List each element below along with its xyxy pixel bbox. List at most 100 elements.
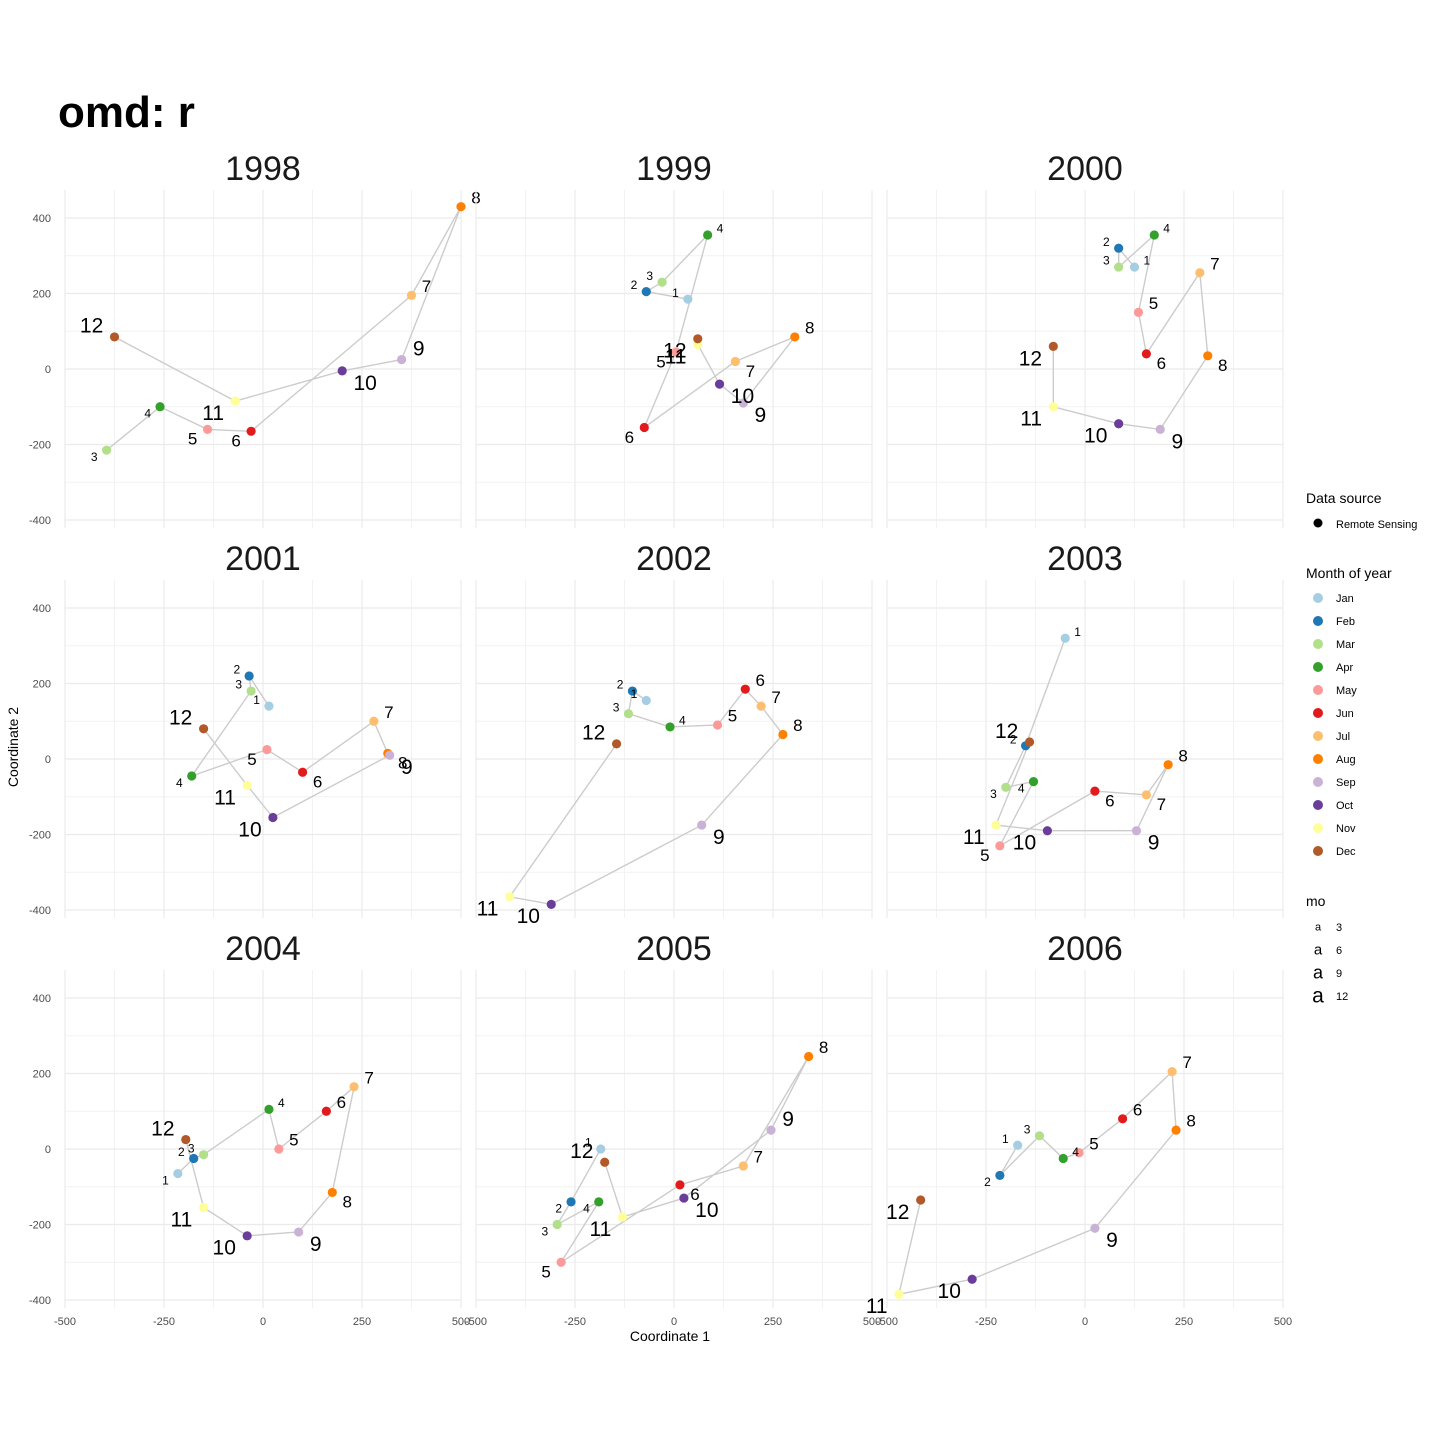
point-month-6 [740, 684, 750, 694]
point-label: 3 [1103, 254, 1110, 268]
y-tick-label: -200 [29, 830, 51, 842]
point-label: 9 [782, 1108, 794, 1131]
y-tick-label: -200 [29, 1220, 51, 1232]
y-tick-label: 0 [45, 364, 51, 376]
point-label: 12 [80, 315, 103, 338]
x-tick-label: 250 [353, 1316, 371, 1328]
y-axis-title: Coordinate 2 [5, 707, 21, 787]
point-month-4 [187, 771, 197, 781]
point-label: 4 [278, 1096, 285, 1110]
point-label: 10 [213, 1237, 236, 1260]
point-month-6 [321, 1106, 331, 1116]
point-month-8 [804, 1051, 814, 1062]
point-month-9 [294, 1227, 304, 1237]
y-tick-label: 200 [33, 1069, 51, 1081]
y-tick-label: 400 [33, 603, 51, 615]
legend-label-source: Remote Sensing [1336, 519, 1417, 531]
legend-title-mo: mo [1306, 893, 1326, 909]
point-month-10 [337, 366, 347, 376]
gridlines [886, 580, 1284, 918]
point-month-10 [546, 899, 556, 909]
y-tick-label: 0 [45, 1144, 51, 1156]
x-tick-label: 250 [764, 1316, 782, 1328]
point-month-6 [246, 426, 256, 436]
point-month-9 [697, 820, 707, 830]
point-label: 6 [231, 432, 240, 451]
point-label: 5 [728, 707, 737, 726]
point-label: 8 [793, 716, 802, 735]
legend-key-aug [1313, 754, 1323, 764]
point-month-9 [397, 354, 407, 365]
point-label: 6 [313, 773, 322, 792]
point-month-8 [327, 1187, 337, 1198]
legend-label-month: Mar [1336, 639, 1355, 651]
point-label: 12 [151, 1117, 174, 1140]
point-month-11 [230, 396, 240, 406]
legend-key-sep [1313, 777, 1323, 787]
point-label: 6 [337, 1093, 346, 1112]
point-month-10 [242, 1231, 252, 1241]
point-month-4 [155, 402, 165, 412]
panel-title: 2004 [225, 930, 301, 968]
y-tick-label: -400 [29, 1295, 51, 1307]
legend-key-jun [1313, 708, 1323, 718]
point-month-8 [1163, 760, 1173, 770]
point-label: 10 [1084, 425, 1107, 448]
series-path [994, 637, 1169, 848]
y-tick-label: -400 [29, 515, 51, 527]
x-tick-label: 0 [260, 1316, 266, 1328]
point-label: 3 [613, 700, 620, 714]
point-month-6 [298, 767, 308, 777]
point-label: 3 [646, 269, 653, 283]
point-month-9 [738, 398, 748, 408]
point-label: 6 [1157, 354, 1166, 373]
point-month-4 [1149, 230, 1159, 240]
panel-title: 2003 [1047, 540, 1123, 578]
series-path [1052, 233, 1209, 431]
point-month-3 [623, 709, 634, 719]
point-month-11 [894, 1289, 904, 1299]
point-month-3 [1114, 262, 1124, 272]
point-label: 2 [178, 1145, 185, 1159]
legend-label-month: Nov [1336, 823, 1356, 835]
point-label: 6 [690, 1185, 699, 1204]
point-month-10 [679, 1193, 689, 1203]
gridlines [886, 970, 1284, 1308]
point-label: 12 [1019, 347, 1042, 370]
y-tick-label: 200 [33, 679, 51, 691]
point-label: 7 [1210, 254, 1219, 273]
x-tick-label: -500 [876, 1316, 898, 1328]
point-label: 4 [1072, 1145, 1079, 1159]
legend-key-nov [1313, 823, 1323, 833]
point-month-4 [1028, 777, 1039, 787]
point-month-5 [1133, 307, 1144, 317]
point-month-7 [1195, 268, 1205, 278]
point-label: 7 [754, 1148, 763, 1167]
point-month-2 [627, 686, 638, 696]
point-month-5 [274, 1144, 284, 1154]
point-label: 5 [541, 1263, 550, 1282]
point-month-11 [242, 780, 252, 791]
point-label: 9 [1171, 430, 1183, 453]
point-month-6 [639, 422, 649, 433]
point-label: 1 [672, 286, 679, 300]
point-month-7 [730, 356, 740, 367]
series-path [106, 206, 462, 451]
point-month-10 [1114, 419, 1124, 429]
legend-key-mo: a [1314, 942, 1323, 959]
point-label: 2 [617, 678, 624, 692]
point-month-11 [617, 1212, 628, 1222]
point-month-7 [756, 701, 766, 711]
point-label: 7 [1182, 1053, 1191, 1072]
point-month-2 [244, 671, 254, 681]
legend-label-month: Feb [1336, 616, 1355, 628]
point-label: 7 [1157, 795, 1166, 814]
point-label: 6 [1133, 1100, 1142, 1119]
point-month-4 [665, 722, 675, 732]
panel-title: 2005 [636, 930, 712, 968]
